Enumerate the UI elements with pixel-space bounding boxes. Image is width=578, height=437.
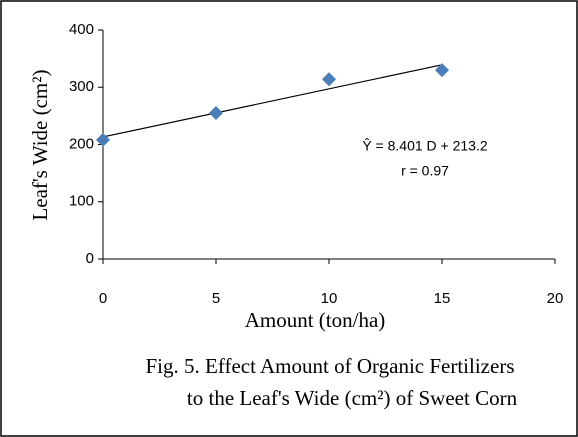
point [435, 63, 449, 78]
y-axis-label: Leaf's Wide (cm²) [28, 69, 52, 220]
x-tick-label: 20 [547, 290, 564, 307]
annotation: r = 0.97 [401, 163, 449, 179]
trend-line [102, 64, 443, 138]
y-tick-label: 200 [69, 135, 94, 152]
x-tick-label: 0 [99, 290, 107, 307]
point [322, 72, 336, 87]
caption: to the Leaf's Wide (cm²) of Sweet Corn [187, 386, 518, 410]
y-tick-label: 0 [86, 250, 94, 267]
x-tick-label: 15 [434, 290, 451, 307]
annotation: Ŷ = 8.401 D + 213.2 [362, 138, 488, 154]
point [96, 132, 110, 147]
y-tick-label: 400 [69, 21, 94, 38]
caption: Fig. 5. Effect Amount of Organic Fertili… [146, 354, 515, 378]
x-tick-label: 5 [212, 290, 220, 307]
y-tick-label: 300 [69, 78, 94, 95]
x-axis-label: Amount (ton/ha) [245, 308, 386, 332]
point [209, 106, 223, 121]
y-tick-label: 100 [69, 193, 94, 210]
x-tick-label: 10 [321, 290, 338, 307]
